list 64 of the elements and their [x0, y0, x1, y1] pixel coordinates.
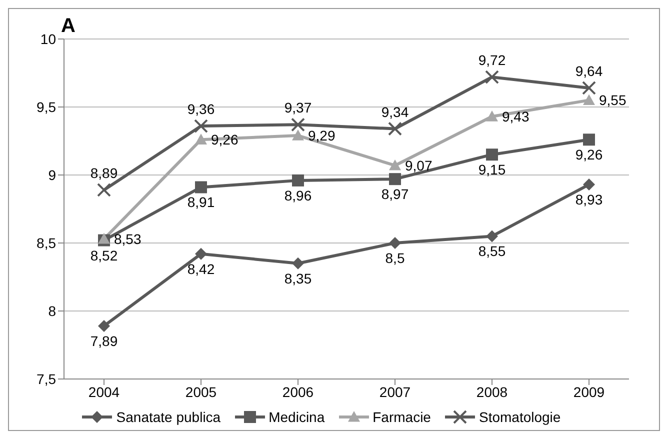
point: [582, 80, 596, 95]
point: [292, 257, 304, 270]
y-tick-label: 7,5: [36, 370, 56, 387]
data-label: 8,91: [187, 194, 215, 210]
point: [389, 173, 401, 186]
point: [583, 134, 595, 146]
point: [486, 148, 498, 161]
data-label: 8,97: [381, 186, 409, 202]
y-tick-label: 9,5: [36, 98, 56, 115]
point: [292, 174, 304, 186]
x-tick-label: 2006: [282, 384, 314, 400]
point: [486, 110, 498, 122]
y-tick-label: 8,5: [36, 234, 56, 251]
y-tick-label: 9: [48, 166, 56, 183]
data-label: 9,36: [187, 101, 215, 118]
x-tick-label: 2007: [379, 384, 411, 400]
data-label: 8,89: [90, 164, 118, 181]
point: [97, 182, 111, 197]
point: [583, 94, 595, 105]
data-label: 9,34: [381, 104, 409, 120]
point: [389, 159, 401, 170]
legend-label: Medicina: [268, 409, 325, 425]
y-tick-label: 8: [48, 302, 56, 319]
data-label: 9,37: [284, 100, 312, 116]
data-label: 8,35: [284, 270, 312, 286]
point: [291, 118, 305, 132]
data-label: 9,43: [502, 108, 530, 125]
data-label: 8,52: [90, 247, 118, 264]
data-label: 9,29: [308, 128, 336, 144]
data-label: 7,89: [90, 332, 118, 349]
point: [195, 248, 207, 260]
data-label: 9,72: [478, 52, 506, 68]
data-label: 9,07: [405, 157, 432, 174]
legend-label: Farmacie: [372, 409, 431, 425]
legend-label: Sanatate publica: [116, 409, 221, 425]
point: [292, 130, 304, 140]
x-tick-label: 2004: [88, 384, 120, 400]
data-label: 8,53: [114, 230, 142, 247]
chart-title: A: [61, 15, 76, 38]
y-tick-label: 10: [40, 30, 56, 47]
point: [583, 178, 595, 191]
x-tick-label: 2005: [185, 384, 217, 400]
data-label: 9,26: [575, 146, 603, 163]
point: [195, 134, 207, 144]
point: [388, 122, 402, 136]
data-label: 8,55: [478, 243, 506, 260]
data-label: 8,5: [385, 250, 405, 266]
data-label: 9,15: [478, 162, 506, 178]
point: [485, 70, 499, 84]
x-tick-label: 2009: [573, 384, 605, 400]
point: [195, 181, 207, 194]
data-label: 9,55: [599, 92, 626, 108]
data-label: 8,93: [575, 192, 603, 208]
point: [389, 237, 401, 249]
x-tick-label: 2008: [476, 384, 508, 400]
data-label: 8,42: [187, 260, 215, 277]
data-label: 9,26: [211, 132, 238, 148]
point: [194, 119, 208, 134]
data-label: 8,96: [284, 187, 312, 204]
point: [98, 232, 110, 244]
point: [98, 320, 110, 332]
point: [486, 230, 498, 242]
legend-label: Stomatologie: [478, 409, 561, 425]
data-label: 9,64: [575, 62, 603, 79]
